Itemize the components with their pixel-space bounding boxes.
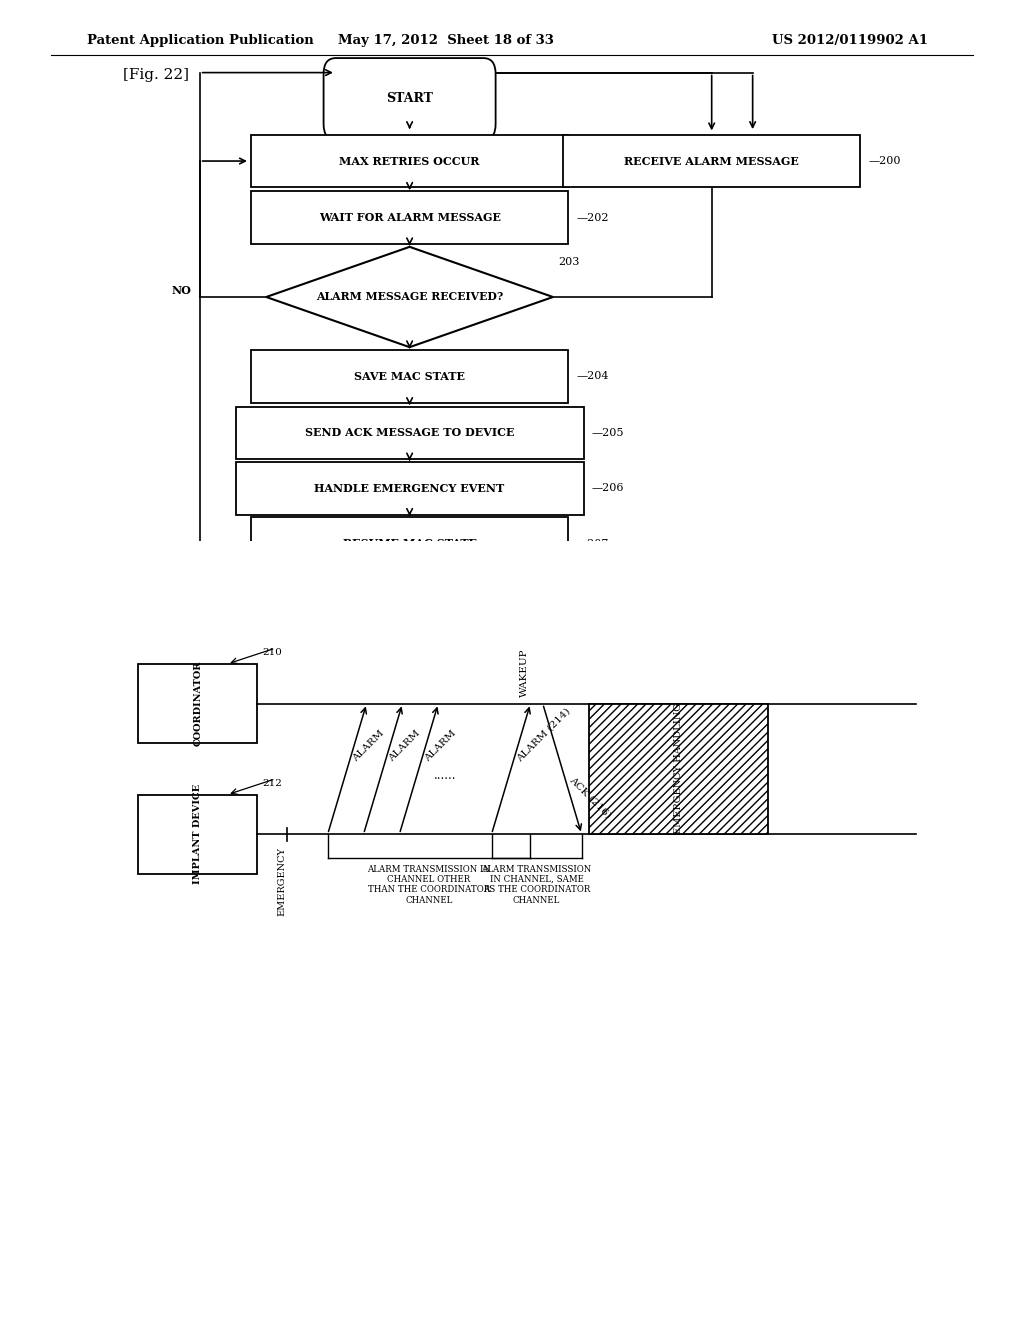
- Text: EMERGENCY: EMERGENCY: [278, 847, 286, 916]
- Text: SEND ACK MESSAGE TO DEVICE: SEND ACK MESSAGE TO DEVICE: [305, 428, 514, 438]
- Text: —201: —201: [577, 156, 609, 166]
- Text: HANDLE EMERGENCY EVENT: HANDLE EMERGENCY EVENT: [314, 483, 505, 494]
- Text: ALARM: ALARM: [423, 729, 458, 763]
- Bar: [251, 517, 568, 570]
- Bar: [0, 541, 1024, 713]
- Text: ALARM (214): ALARM (214): [515, 706, 572, 763]
- Text: [Fig. 23]: [Fig. 23]: [123, 581, 188, 594]
- Text: ALARM MESSAGE RECEIVED?: ALARM MESSAGE RECEIVED?: [316, 292, 503, 302]
- Text: —204: —204: [577, 371, 609, 381]
- Text: Patent Application Publication: Patent Application Publication: [87, 34, 313, 48]
- Text: 212: 212: [262, 779, 282, 788]
- Polygon shape: [266, 247, 553, 347]
- Text: SAVE MAC STATE: SAVE MAC STATE: [354, 371, 465, 381]
- Text: ALARM: ALARM: [387, 729, 422, 763]
- Bar: [236, 462, 584, 515]
- Text: US 2012/0119902 A1: US 2012/0119902 A1: [772, 34, 928, 48]
- Text: ALARM TRANSMISSION IN
CHANNEL OTHER
THAN THE COORDINATOR
CHANNEL: ALARM TRANSMISSION IN CHANNEL OTHER THAN…: [368, 865, 490, 904]
- Bar: [138, 795, 257, 874]
- Text: May 17, 2012  Sheet 18 of 33: May 17, 2012 Sheet 18 of 33: [338, 34, 553, 48]
- Bar: [0, 581, 1024, 898]
- Bar: [251, 135, 568, 187]
- Text: ALARM: ALARM: [351, 729, 386, 763]
- Text: EMERGENCY HANDLING: EMERGENCY HANDLING: [674, 704, 683, 834]
- FancyBboxPatch shape: [324, 58, 496, 140]
- Text: IMPLANT DEVICE: IMPLANT DEVICE: [194, 784, 202, 884]
- Text: 210: 210: [262, 648, 282, 657]
- Text: COORDINATOR: COORDINATOR: [708, 594, 716, 686]
- Bar: [251, 191, 568, 244]
- Text: ACK (216): ACK (216): [567, 776, 612, 821]
- Text: —202: —202: [577, 213, 609, 223]
- Text: IMPLANT DEVICE: IMPLANT DEVICE: [298, 587, 306, 693]
- Text: —205: —205: [592, 428, 625, 438]
- Text: RECEIVE ALARM MESSAGE: RECEIVE ALARM MESSAGE: [625, 156, 799, 166]
- Text: COORDINATOR: COORDINATOR: [194, 661, 202, 746]
- Text: —200: —200: [868, 156, 901, 166]
- Text: MAX RETRIES OCCUR: MAX RETRIES OCCUR: [339, 156, 480, 166]
- Text: ALARM TRANSMISSION
IN CHANNEL, SAME
AS THE COORDINATOR
CHANNEL: ALARM TRANSMISSION IN CHANNEL, SAME AS T…: [481, 865, 592, 904]
- Text: WAKEUP: WAKEUP: [520, 648, 529, 697]
- Bar: [563, 135, 860, 187]
- Bar: [669, 581, 755, 700]
- Text: START: START: [386, 92, 433, 106]
- Text: 203: 203: [558, 257, 580, 267]
- Text: 210: 210: [616, 557, 638, 568]
- Text: [Fig. 22]: [Fig. 22]: [123, 69, 188, 82]
- Text: ......: ......: [434, 770, 457, 781]
- Text: —206: —206: [592, 483, 625, 494]
- Text: RESUME MAC STATE: RESUME MAC STATE: [343, 539, 476, 549]
- Bar: [263, 581, 341, 700]
- Text: —207: —207: [577, 539, 609, 549]
- Bar: [138, 664, 257, 743]
- Bar: [236, 407, 584, 459]
- Text: WAIT FOR ALARM MESSAGE: WAIT FOR ALARM MESSAGE: [318, 213, 501, 223]
- Bar: [589, 704, 768, 834]
- Bar: [251, 350, 568, 403]
- Text: 212: 212: [404, 557, 426, 568]
- Text: NO: NO: [172, 285, 191, 296]
- Text: YES: YES: [382, 363, 407, 374]
